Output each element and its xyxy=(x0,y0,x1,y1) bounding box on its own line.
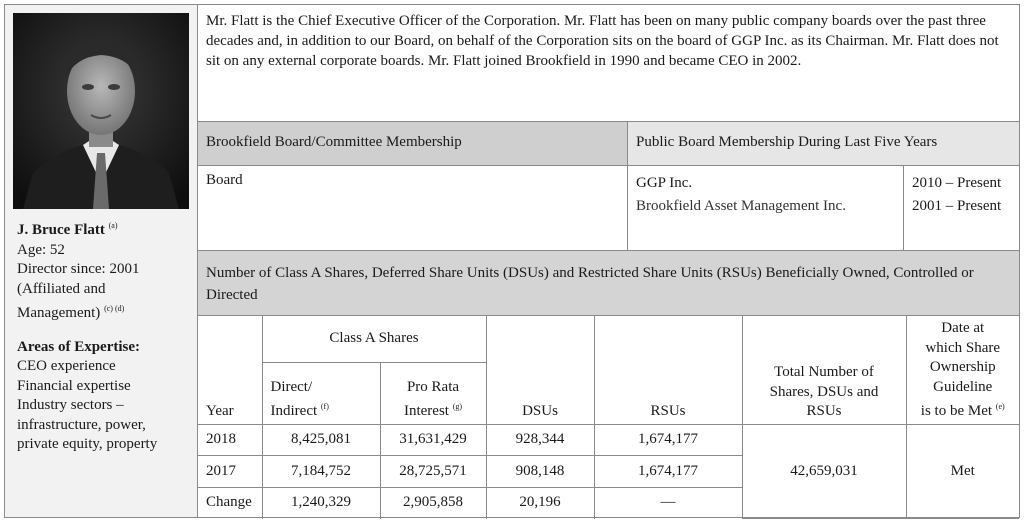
public-board-period: 2010 – Present xyxy=(912,175,1002,191)
public-board-name: GGP Inc. xyxy=(636,175,693,191)
board-membership-heading: Brookfield Board/Committee Membership xyxy=(198,122,628,165)
row-year: 2018 xyxy=(198,423,263,457)
director-name-line: J. Bruce Flatt (a) xyxy=(17,216,197,241)
row-prorata: 28,725,571 xyxy=(379,455,487,488)
expertise-item: private equity, property xyxy=(17,436,158,452)
col-dsus-header: DSUs xyxy=(485,316,595,425)
row-rsus: 1,674,177 xyxy=(593,455,742,488)
director-age: Age: 52 xyxy=(17,241,65,258)
row-year: Change xyxy=(198,486,263,519)
director-since: Director since: 2001 xyxy=(17,261,140,277)
table-row: Change 1,240,329 2,905,858 20,196 — xyxy=(198,486,1019,519)
director-name: J. Bruce Flatt xyxy=(17,222,105,238)
director-affiliation-line1: (Affiliated and xyxy=(17,280,106,297)
row-direct: 1,240,329 xyxy=(261,486,381,519)
row-year: 2017 xyxy=(198,455,263,488)
public-board-period: 2001 – Present xyxy=(912,198,1002,214)
col-direct-header: Direct/Indirect (f) xyxy=(262,362,381,425)
public-board-periods: 2010 – Present 2001 – Present xyxy=(904,166,1019,250)
expertise-item: infrastructure, power, xyxy=(17,416,146,433)
guideline-status-value: Met xyxy=(905,423,1019,520)
director-name-note: (a) xyxy=(108,221,118,230)
director-profile-panel: J. Bruce Flatt (a) Age: 52 Director sinc… xyxy=(4,4,198,518)
class-a-shares-header: Class A Shares xyxy=(261,316,487,364)
director-bio: Mr. Flatt is the Chief Executive Officer… xyxy=(198,5,1019,122)
expertise-item: Industry sectors – xyxy=(17,397,124,413)
membership-header-row: Brookfield Board/Committee Membership Pu… xyxy=(198,122,1019,166)
table-row: 2018 8,425,081 31,631,429 928,344 1,674,… xyxy=(198,423,1019,520)
row-dsus: 908,148 xyxy=(485,455,595,488)
row-prorata: 2,905,858 xyxy=(379,486,487,519)
expertise-item: Financial expertise xyxy=(17,377,131,394)
public-board-heading: Public Board Membership During Last Five… xyxy=(628,122,1019,165)
public-board-names: GGP Inc. Brookfield Asset Management Inc… xyxy=(628,166,904,250)
col-guideline-date-header: Date at which Share Ownership Guideline is t… xyxy=(905,316,1019,425)
board-membership-value: Board xyxy=(198,166,628,250)
row-rsus: — xyxy=(593,486,742,519)
expertise-heading: Areas of Expertise: xyxy=(17,338,141,355)
share-ownership-heading: Number of Class A Shares, Deferred Share… xyxy=(198,251,1019,316)
director-affiliation-notes: (c) (d) xyxy=(104,304,125,313)
col-total-header: Total Number of Shares, DSUs and RSUs xyxy=(741,316,907,425)
row-direct: 8,425,081 xyxy=(261,423,381,457)
row-rsus: 1,674,177 xyxy=(593,423,743,457)
row-prorata: 31,631,429 xyxy=(379,423,487,457)
director-affiliation-line2: Management) xyxy=(17,305,101,321)
director-affiliation-line2-wrap: Management) (c) (d) xyxy=(17,299,197,324)
expertise-item: CEO experience xyxy=(17,358,116,374)
membership-body-row: Board GGP Inc. Brookfield Asset Manageme… xyxy=(198,166,1019,251)
share-ownership-table: Year Class A Shares DSUs RSUs Total Numb… xyxy=(198,316,1019,520)
total-shares-value: 42,659,031 xyxy=(741,423,907,520)
row-dsus: 928,344 xyxy=(485,423,595,457)
col-prorata-header: Pro Rata Interest (g) xyxy=(379,362,486,425)
row-direct: 7,184,752 xyxy=(261,455,381,488)
director-info: J. Bruce Flatt (a) Age: 52 Director sinc… xyxy=(17,216,197,455)
col-year-header: Year xyxy=(198,316,263,425)
row-dsus: 20,196 xyxy=(485,486,595,519)
director-details-panel: Mr. Flatt is the Chief Executive Officer… xyxy=(198,4,1020,520)
public-board-name: Brookfield Asset Management Inc. xyxy=(636,198,846,214)
col-rsus-header: RSUs xyxy=(593,316,743,425)
table-row: 2017 7,184,752 28,725,571 908,148 1,674,… xyxy=(198,455,1019,488)
director-photo xyxy=(13,13,189,209)
